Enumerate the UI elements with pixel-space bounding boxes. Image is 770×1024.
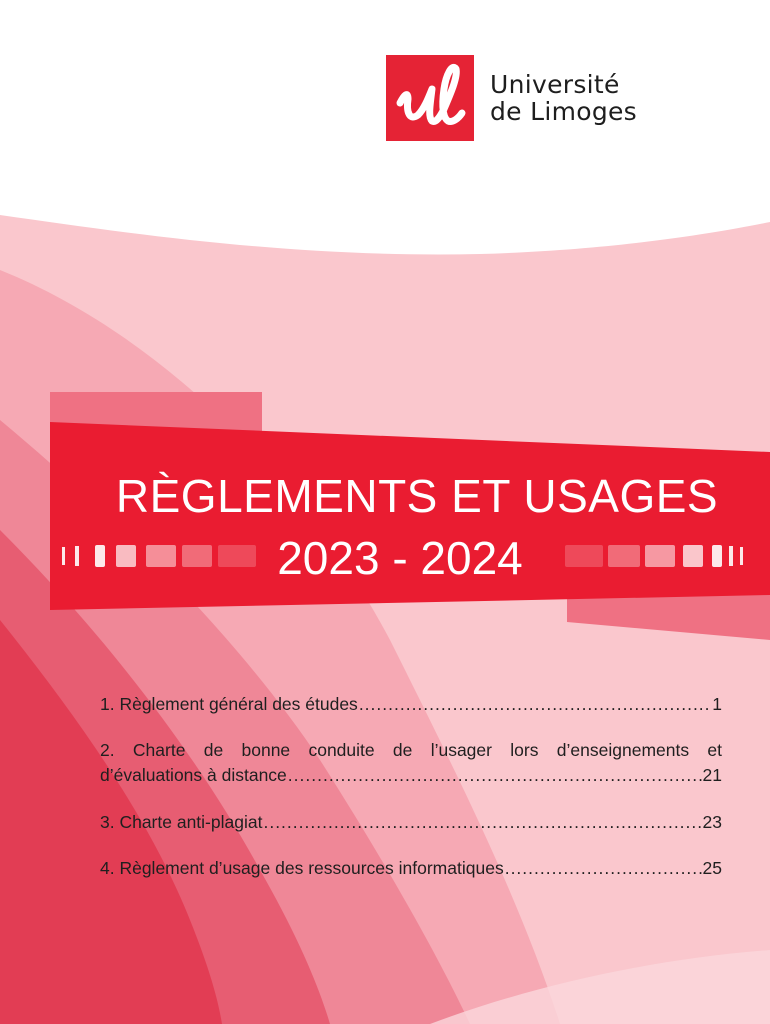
toc-item-label: d’évaluations à distance bbox=[100, 765, 287, 785]
toc-item-label: 3. Charte anti-plagiat bbox=[100, 812, 263, 832]
logo-line2: de Limoges bbox=[490, 97, 637, 126]
pale-highlight bbox=[430, 950, 770, 1024]
logo-line1: Université bbox=[490, 70, 620, 99]
toc-item-label-line1: 2. Charte de bonne conduite de l’usager … bbox=[100, 740, 722, 760]
toc-item-4[interactable]: 4. Règlement d’usage des ressources info… bbox=[100, 856, 722, 881]
toc-item-page: 21 bbox=[702, 765, 722, 785]
academic-year: 2023 - 2024 bbox=[277, 532, 523, 584]
red-band bbox=[0, 620, 222, 1024]
toc-item-2[interactable]: 2. Charte de bonne conduite de l’usager … bbox=[100, 738, 722, 788]
toc-item-leader: ........................................… bbox=[504, 858, 702, 878]
toc-item-leader: ........................................… bbox=[287, 765, 702, 785]
toc-item-label: 1. Règlement général des études bbox=[100, 694, 358, 714]
dash-decoration-left bbox=[62, 545, 256, 567]
toc-item-page: 25 bbox=[702, 858, 722, 878]
title-block: RÈGLEMENTS ET USAGES 2023 - 2024 bbox=[50, 470, 770, 584]
toc-item-page: 23 bbox=[702, 812, 722, 832]
toc-item-3[interactable]: 3. Charte anti-plagiat .................… bbox=[100, 810, 722, 835]
toc-item-page: 1 bbox=[712, 694, 722, 714]
logo-wordmark: Université de Limoges bbox=[490, 71, 637, 125]
toc-item-leader: ........................................… bbox=[358, 694, 712, 714]
toc-item-label: 4. Règlement d’usage des ressources info… bbox=[100, 858, 504, 878]
dash-decoration-right bbox=[565, 545, 743, 567]
toc-item-leader: ........................................… bbox=[263, 812, 701, 832]
toc-item-1[interactable]: 1. Règlement général des études ........… bbox=[100, 692, 722, 717]
title-banner bbox=[50, 422, 770, 610]
page-title: RÈGLEMENTS ET USAGES bbox=[115, 470, 719, 522]
ul-monogram-icon bbox=[386, 55, 474, 141]
university-logo: Université de Limoges bbox=[386, 55, 637, 141]
